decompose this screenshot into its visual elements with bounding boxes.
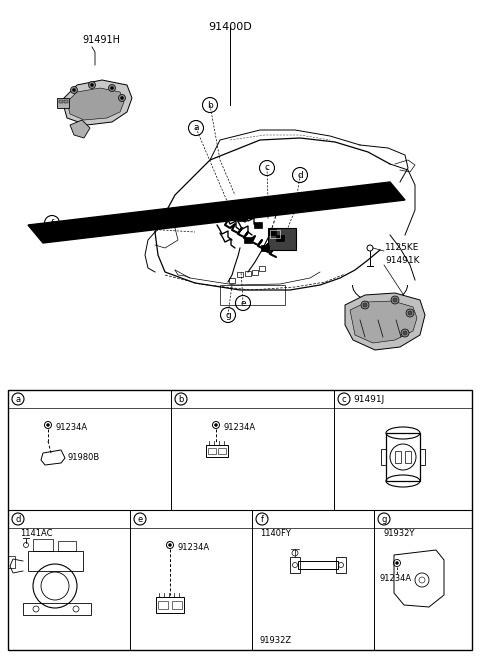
Bar: [268, 228, 296, 250]
Polygon shape: [350, 301, 417, 343]
Bar: [381, 449, 386, 465]
Bar: [23, 603, 91, 615]
Bar: [208, 448, 216, 454]
Polygon shape: [62, 80, 132, 125]
Text: 91234A: 91234A: [379, 574, 411, 583]
Text: g: g: [381, 514, 387, 523]
Text: d: d: [297, 171, 303, 180]
Text: c: c: [342, 394, 346, 403]
Text: b: b: [178, 394, 184, 403]
Circle shape: [168, 544, 171, 546]
Bar: [268, 229, 276, 235]
Bar: [64, 100, 68, 103]
Bar: [28, 551, 83, 571]
Circle shape: [403, 331, 407, 335]
Polygon shape: [70, 120, 90, 138]
Bar: [276, 235, 284, 241]
Text: 91491K: 91491K: [385, 256, 420, 265]
Bar: [238, 215, 246, 221]
Bar: [254, 222, 262, 228]
Circle shape: [88, 81, 96, 89]
Circle shape: [215, 424, 217, 426]
Bar: [220, 285, 285, 305]
Text: c: c: [264, 163, 269, 173]
Text: f: f: [261, 514, 264, 523]
Circle shape: [363, 303, 367, 307]
Bar: [33, 539, 53, 551]
Bar: [386, 433, 420, 481]
Bar: [259, 266, 265, 271]
Bar: [290, 557, 300, 573]
Text: 1141AC: 1141AC: [20, 529, 52, 538]
Bar: [261, 245, 269, 251]
Bar: [298, 561, 338, 569]
Bar: [58, 541, 76, 551]
Text: e: e: [137, 514, 143, 523]
Bar: [206, 445, 228, 457]
Bar: [59, 100, 63, 103]
Bar: [218, 448, 226, 454]
Text: a: a: [15, 394, 21, 403]
Circle shape: [108, 85, 116, 91]
Text: 91234A: 91234A: [56, 422, 88, 432]
Bar: [420, 449, 425, 465]
Text: 91400D: 91400D: [208, 22, 252, 32]
Bar: [252, 270, 258, 275]
Text: g: g: [225, 310, 231, 319]
Bar: [270, 230, 280, 238]
Text: 91980B: 91980B: [68, 453, 100, 462]
Circle shape: [72, 89, 75, 91]
Bar: [156, 597, 184, 613]
Bar: [245, 271, 251, 276]
Text: a: a: [193, 123, 199, 133]
Text: f: f: [50, 218, 54, 228]
Circle shape: [408, 311, 412, 315]
Circle shape: [119, 94, 125, 102]
Polygon shape: [67, 88, 124, 120]
Circle shape: [71, 87, 77, 94]
Circle shape: [110, 87, 113, 89]
Circle shape: [393, 298, 397, 302]
Circle shape: [401, 329, 409, 337]
Polygon shape: [345, 293, 425, 350]
Text: 91234A: 91234A: [178, 543, 210, 552]
Text: d: d: [15, 514, 21, 523]
Text: 91234A: 91234A: [224, 422, 256, 432]
Bar: [158, 601, 168, 609]
Circle shape: [396, 562, 398, 565]
Text: 91932Y: 91932Y: [384, 529, 415, 538]
Text: 1140FY: 1140FY: [260, 529, 291, 538]
Circle shape: [361, 301, 369, 309]
Circle shape: [47, 424, 49, 426]
Circle shape: [120, 96, 123, 100]
Circle shape: [91, 83, 94, 87]
Bar: [8, 390, 472, 650]
Polygon shape: [28, 182, 405, 243]
Bar: [405, 451, 411, 463]
Bar: [229, 278, 235, 283]
Text: 1125KE: 1125KE: [385, 243, 420, 252]
Bar: [336, 557, 346, 573]
Circle shape: [406, 309, 414, 317]
Circle shape: [391, 296, 399, 304]
Text: 91932Z: 91932Z: [260, 636, 292, 645]
Bar: [395, 451, 401, 463]
Text: 91491H: 91491H: [82, 35, 120, 45]
Bar: [244, 237, 252, 243]
Text: e: e: [240, 298, 246, 308]
Text: 91491J: 91491J: [353, 394, 384, 403]
Bar: [172, 601, 182, 609]
Bar: [237, 272, 243, 277]
Bar: [8, 556, 15, 568]
Bar: [57, 98, 69, 108]
Text: b: b: [207, 100, 213, 110]
